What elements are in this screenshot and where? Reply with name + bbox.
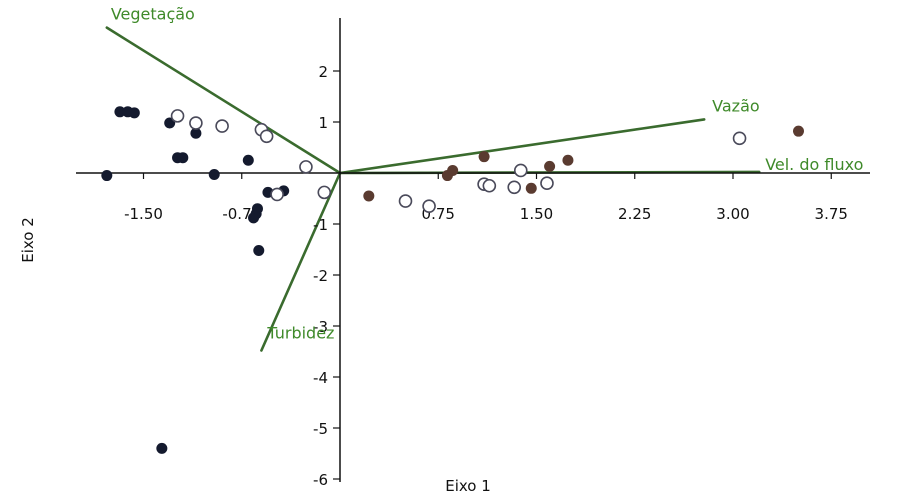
data-point-filled bbox=[114, 106, 126, 118]
data-point-filled-brown bbox=[544, 160, 556, 172]
data-point-open bbox=[215, 119, 229, 133]
data-point-filled bbox=[251, 203, 263, 215]
data-point-open bbox=[482, 178, 497, 193]
data-point-filled-brown bbox=[363, 190, 375, 202]
data-point-open bbox=[189, 116, 203, 130]
y-axis-title: Eixo 2 bbox=[19, 217, 37, 263]
y-tick-label: -3 bbox=[313, 318, 328, 336]
data-point-filled bbox=[156, 442, 168, 454]
data-point-filled bbox=[101, 170, 113, 182]
y-tick-label: 2 bbox=[318, 63, 328, 81]
vector-label: Vazão bbox=[712, 96, 760, 115]
data-point-open bbox=[259, 129, 274, 144]
data-point-filled bbox=[242, 154, 254, 166]
data-point-open bbox=[170, 109, 185, 123]
y-tick-label: -5 bbox=[313, 420, 328, 438]
vector-label: Vel. do fluxo bbox=[765, 155, 863, 174]
vector-line bbox=[338, 118, 706, 175]
data-point-filled bbox=[128, 107, 140, 119]
data-point-filled-brown bbox=[447, 164, 459, 176]
data-point-filled bbox=[208, 169, 220, 181]
data-point-open bbox=[513, 163, 528, 178]
vector-label: Turbidez bbox=[266, 323, 334, 342]
y-tick-label: -6 bbox=[313, 471, 328, 489]
x-tick-label: 3.00 bbox=[716, 205, 749, 223]
data-point-open bbox=[422, 199, 436, 213]
data-point-filled bbox=[190, 127, 202, 139]
vector-line bbox=[260, 171, 342, 352]
x-tick-label: 2.25 bbox=[618, 205, 651, 223]
data-point-filled-brown bbox=[562, 154, 574, 166]
data-point-open bbox=[507, 180, 522, 195]
data-point-filled-brown bbox=[525, 182, 537, 194]
data-point-open bbox=[270, 187, 284, 202]
data-point-open bbox=[398, 194, 413, 208]
data-point-open bbox=[299, 160, 313, 174]
data-point-filled bbox=[177, 152, 189, 164]
x-axis-title: Eixo 1 bbox=[445, 477, 491, 495]
data-point-filled bbox=[253, 245, 265, 257]
data-point-open bbox=[540, 176, 554, 190]
y-tick-label: -4 bbox=[313, 369, 328, 387]
data-point-filled-brown bbox=[793, 125, 804, 137]
data-point-open bbox=[732, 131, 747, 146]
y-tick-label: 1 bbox=[318, 114, 328, 132]
y-tick-label: -1 bbox=[313, 216, 328, 234]
data-point-filled-brown bbox=[478, 151, 490, 163]
points-layer bbox=[101, 106, 804, 454]
vector-line bbox=[105, 26, 342, 175]
y-tick-label: -2 bbox=[313, 267, 328, 285]
data-point-open bbox=[317, 185, 332, 200]
x-tick-label: 3.75 bbox=[815, 205, 848, 223]
x-tick-label: -1.50 bbox=[124, 205, 163, 223]
vector-label: Vegetação bbox=[111, 5, 195, 24]
x-tick-label: 1.50 bbox=[520, 205, 553, 223]
labels-layer: Vegetação Vazão Vel. do fluxo Turbidez bbox=[111, 5, 864, 343]
